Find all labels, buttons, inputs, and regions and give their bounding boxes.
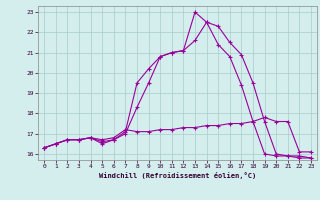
X-axis label: Windchill (Refroidissement éolien,°C): Windchill (Refroidissement éolien,°C) xyxy=(99,172,256,179)
